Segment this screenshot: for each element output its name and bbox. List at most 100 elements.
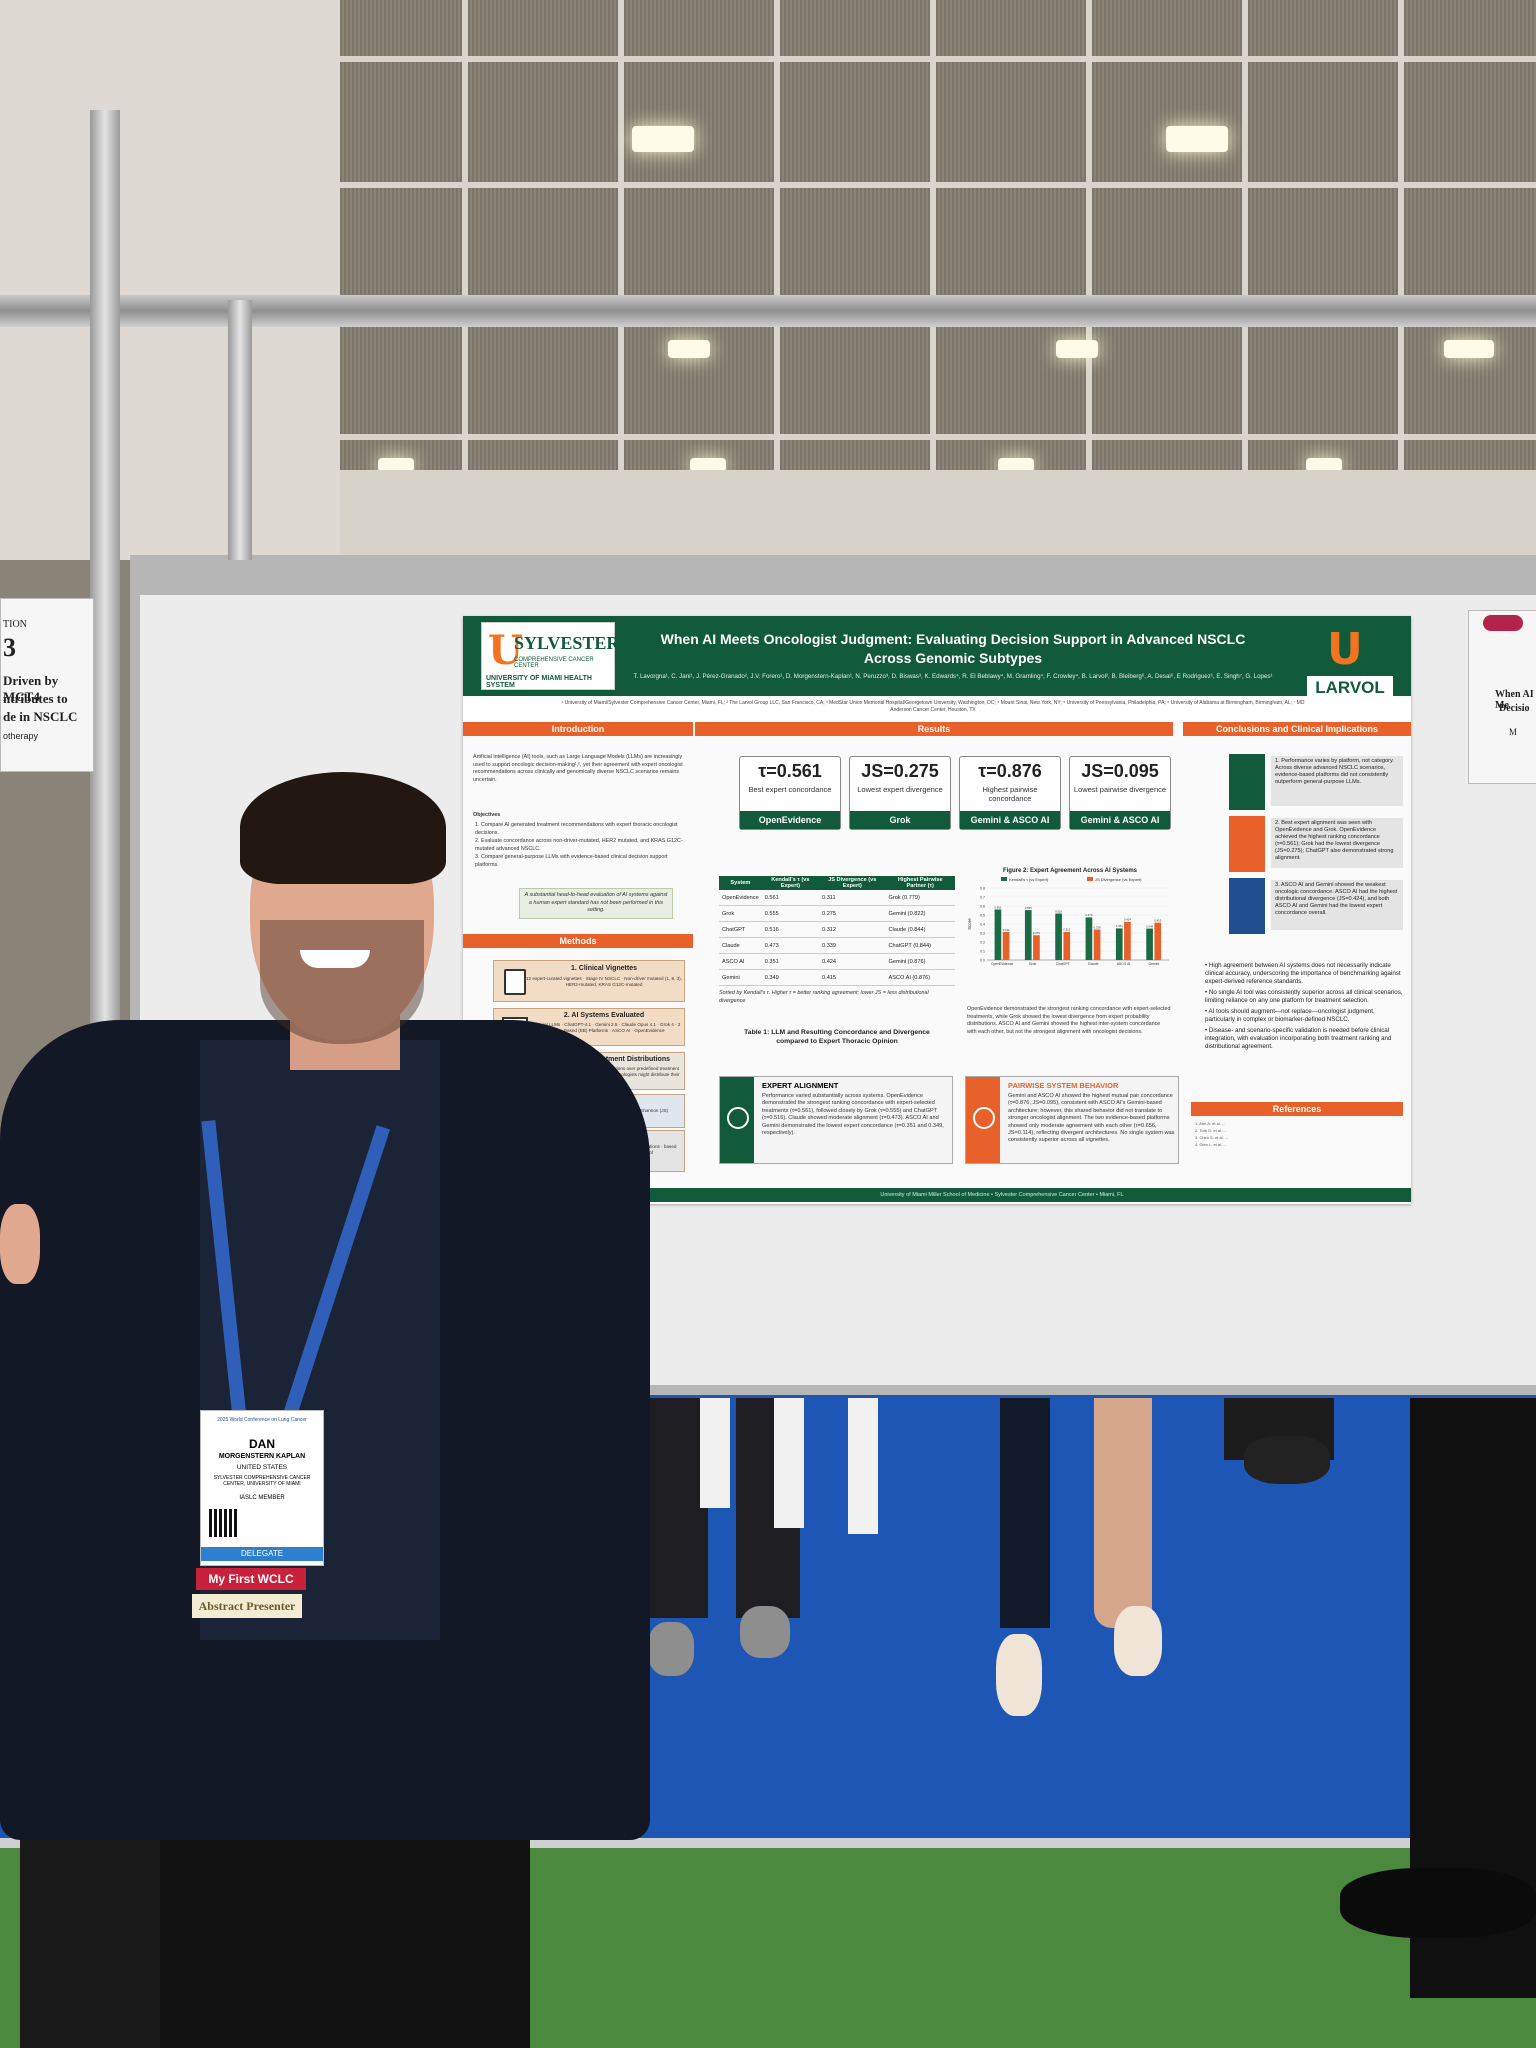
legend-label: Kendall's τ (vs Expert)	[1009, 877, 1049, 882]
method-step: 2. AI Systems Evaluated 4 General LLMs ·…	[493, 1008, 685, 1046]
conclusion-text: 1. Performance varies by platform, not c…	[1271, 756, 1403, 806]
expert-alignment-callout: EXPERT ALIGNMENT Performance varied subs…	[719, 1076, 953, 1164]
trophy-icon	[1229, 816, 1265, 872]
ceiling-light	[998, 458, 1034, 472]
stat-system: Grok	[850, 811, 950, 829]
conclusion-box: 2. Best expert alignment was seen with O…	[1229, 816, 1409, 872]
table-cell: 0.311	[819, 890, 886, 906]
smile	[300, 950, 370, 968]
method-body: 4 General LLMs · ChatGPT-4.1 · Gemini 2.…	[527, 1022, 681, 1033]
stat-desc: Lowest expert divergence	[857, 785, 943, 794]
person-leg	[1000, 1398, 1050, 1628]
bar	[1146, 928, 1153, 960]
bar	[1033, 935, 1040, 960]
intro-text: Artificial intelligence (AI) tools, such…	[473, 754, 683, 783]
back-wall	[340, 470, 1536, 560]
method-title: 2. AI Systems Evaluated	[563, 1012, 645, 1019]
legend-swatch	[1001, 877, 1007, 881]
stat-system: OpenEvidence	[740, 811, 840, 829]
bullet-item: • Disease- and scenario-specific validat…	[1205, 1027, 1392, 1050]
network-icon	[966, 1077, 1000, 1163]
x-tick-label: Gemini	[1148, 962, 1159, 966]
objective-item: 1. Compare AI generated treatment recomm…	[475, 822, 678, 836]
method-title: 1. Clinical Vignettes	[570, 965, 637, 972]
badge-country: UNITED STATES	[236, 1464, 288, 1471]
table-cell: ASCO AI (0.876)	[885, 969, 955, 986]
bar	[1093, 929, 1101, 960]
bullet-item: • No single AI tool was consistently sup…	[1205, 989, 1403, 1004]
bar-value-label: 0.339	[1094, 925, 1101, 929]
x-tick-label: OpenEvidence	[991, 962, 1013, 966]
shoe	[740, 1606, 790, 1658]
section-header-introduction: Introduction	[463, 722, 693, 736]
y-tick-label: 0.6	[980, 905, 985, 909]
hair	[240, 772, 446, 884]
table-cell: ChatGPT (0.844)	[885, 937, 955, 954]
results-table: System Kendall's τ (vs Expert) JS Diverg…	[719, 876, 955, 986]
affiliations: ¹ University of Miami/Sylvester Comprehe…	[561, 700, 1305, 713]
hand	[0, 1204, 40, 1284]
logo-letter: U	[1327, 624, 1363, 675]
method-body: 12 expert-curated vignettes · Stage IV N…	[525, 976, 682, 987]
right-neighbor-poster: When AI Me Decisio M	[1468, 610, 1536, 784]
legend-swatch	[1087, 877, 1093, 881]
ceiling-light	[668, 340, 710, 358]
ceiling-light	[1444, 340, 1494, 358]
stat-system: Gemini & ASCO AI	[1070, 811, 1170, 829]
reference-list: 1. Ahn A. et al. ... 2. Toth G. et al. .…	[1195, 1120, 1401, 1148]
shoe	[1244, 1436, 1330, 1484]
conclusion-bullets: • High agreement between AI systems does…	[1205, 962, 1403, 1054]
table-cell: 0.516	[761, 921, 820, 938]
bar	[1002, 932, 1010, 960]
poster-text: otherapy	[3, 731, 39, 741]
stat-value: τ=0.561	[758, 761, 822, 781]
stat-desc: Best expert concordance	[748, 785, 832, 794]
author-list: T. Lavorgna¹, C. Jani¹, J. Pérez-Granado…	[633, 673, 1273, 680]
section-header-conclusions: Conclusions and Clinical Implications	[1183, 722, 1411, 736]
callout-title: PAIRWISE SYSTEM BEHAVIOR	[1008, 1081, 1119, 1090]
logo-letter: U	[488, 627, 523, 674]
title-line: When AI Meets Oncologist Judgment: Evalu…	[660, 631, 1246, 647]
ribbon-abstract-presenter: Abstract Presenter	[192, 1594, 302, 1618]
table-cell: Claude (0.844)	[885, 921, 955, 938]
table-row: ASCO AI 0.351 0.424 Gemini (0.876)	[719, 953, 955, 970]
table-row: ChatGPT 0.516 0.312 Claude (0.844)	[719, 921, 955, 938]
table-cell: Grok	[719, 905, 762, 922]
conclusion-text: 3. ASCO AI and Gemini showed the weakest…	[1271, 880, 1403, 930]
stat-card: τ=0.876 Highest pairwise concordance Gem…	[959, 756, 1061, 830]
title-line: Across Genomic Subtypes	[863, 650, 1043, 666]
table-cell: ASCO AI	[719, 953, 762, 970]
bar-value-label: 0.561	[994, 905, 1001, 909]
reference-item: 2. Toth G. et al. ...	[1195, 1128, 1227, 1133]
caption-line: Table 1: LLM and Resulting Concordance a…	[744, 1029, 930, 1036]
research-poster: U SYLVESTER COMPREHENSIVE CANCER CENTER …	[463, 616, 1411, 1204]
poster-text: ntributes to	[3, 691, 68, 706]
x-tick-label: ChatGPT	[1056, 962, 1070, 966]
bar	[1085, 917, 1093, 960]
stat-card: JS=0.095 Lowest pairwise divergence Gemi…	[1069, 756, 1171, 830]
bar-value-label: 0.312	[1063, 928, 1070, 932]
x-tick-label: ASCO AI	[1117, 962, 1131, 966]
conclusion-box: 3. ASCO AI and Gemini showed the weakest…	[1229, 878, 1409, 934]
intro-note: A substantial head-to-head evaluation of…	[519, 888, 673, 919]
conclusion-box: 1. Performance varies by platform, not c…	[1229, 754, 1409, 810]
table-cell: Gemini	[719, 969, 762, 986]
left-neighbor-poster: TION 3 Driven by MCT4 ntributes to de in…	[0, 598, 94, 772]
bar-chart-icon	[1229, 878, 1265, 934]
y-tick-label: 0.0	[980, 959, 985, 963]
section-header-results: Results	[695, 722, 1173, 736]
target-icon	[720, 1077, 754, 1163]
shoe	[648, 1622, 694, 1676]
table-header: System	[719, 876, 762, 890]
stat-desc: Highest pairwise concordance	[982, 785, 1038, 803]
shoe	[996, 1634, 1042, 1716]
legend-label: JS Divergence (vs Expert)	[1095, 877, 1142, 882]
table-cell: Gemini (0.876)	[885, 953, 955, 970]
bar-value-label: 0.349	[1146, 924, 1153, 928]
table-cell: Gemini (0.822)	[885, 905, 955, 922]
stat-desc: Lowest pairwise divergence	[1073, 785, 1167, 794]
table-cell: OpenEvidence	[719, 890, 762, 906]
callout-body: Gemini and ASCO AI showed the highest mu…	[1008, 1093, 1175, 1144]
bar	[1154, 922, 1162, 960]
logo-system: UNIVERSITY OF MIAMI HEALTH SYSTEM	[486, 675, 592, 689]
